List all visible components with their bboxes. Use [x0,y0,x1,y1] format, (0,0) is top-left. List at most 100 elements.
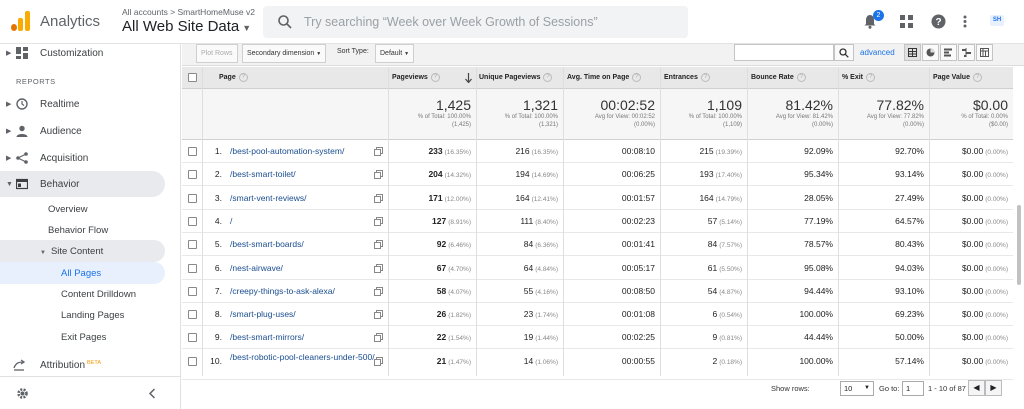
gear-icon[interactable] [16,387,29,400]
header-unique-pageviews[interactable]: Unique Pageviews? [479,67,553,89]
header-pageviews[interactable]: Pageviews? [392,67,440,89]
sidebar-item-landing-pages[interactable]: Landing Pages [61,310,125,321]
table-view-button[interactable] [904,44,921,61]
header-bounce-rate[interactable]: Bounce Rate? [751,67,806,89]
table-filter-input[interactable] [734,44,834,61]
page-link[interactable]: /nest-airwave/ [230,262,283,273]
sidebar-item-all-pages[interactable]: All Pages [61,268,102,279]
page-link[interactable]: /best-smart-toilet/ [230,169,296,180]
performance-view-button[interactable] [940,44,957,61]
row-checkbox[interactable] [188,310,197,320]
account-avatar[interactable]: SH [990,15,1004,26]
open-page-icon[interactable] [374,170,383,180]
analytics-logo-icon[interactable] [10,11,30,31]
bell-icon[interactable] [863,14,877,29]
open-page-icon[interactable] [374,286,383,296]
column-divider [838,67,839,376]
sidebar-item-overview[interactable]: Overview [48,204,88,215]
acquisition-icon [16,152,28,164]
row-checkbox[interactable] [188,170,197,180]
sidebar-item-site-content[interactable]: ▼ Site Content [40,246,104,257]
open-page-icon[interactable] [374,356,383,366]
help-icon[interactable]: ? [931,14,946,29]
page-link[interactable]: /best-pool-automation-system/ [230,146,345,156]
sidebar-item-behavior-flow[interactable]: Behavior Flow [48,225,109,236]
previous-page-button[interactable]: ◀ [968,380,985,396]
comparison-view-button[interactable] [958,44,975,61]
row-checkbox[interactable] [188,147,197,156]
cell-exit: 50.00% [895,332,924,343]
sort-type-dropdown[interactable]: Default ▼ [375,44,415,63]
cell-unique-pageviews: 19 (1.44%) [523,332,558,343]
chevron-right-icon: ▶ [6,50,12,57]
all-pages-highlight [0,262,165,284]
open-page-icon[interactable] [374,147,383,156]
help-icon[interactable]: ? [238,72,248,82]
open-page-icon[interactable] [374,193,383,203]
header-page-value[interactable]: Page Value? [933,67,982,89]
search-placeholder: Try searching “Week over Week Growth of … [304,15,598,29]
sidebar-item-exit-pages[interactable]: Exit Pages [61,332,107,343]
help-icon[interactable]: ? [632,72,642,82]
more-vert-icon[interactable] [963,15,967,28]
sidebar-item-content-drilldown[interactable]: Content Drilldown [61,289,136,300]
page-link[interactable]: /smart-plug-uses/ [230,309,296,320]
cell-unique-pageviews: 64 (4.84%) [523,262,558,273]
page-scrollbar[interactable] [1017,205,1021,285]
next-page-button[interactable]: ▶ [985,380,1002,396]
secondary-dimension-dropdown[interactable]: Secondary dimension ▼ [242,44,327,63]
page-range: 1 - 10 of 87 [928,384,966,393]
apps-grid-icon[interactable] [900,15,913,28]
cell-exit: 94.03% [895,262,924,273]
pivot-view-button[interactable] [976,44,993,61]
help-icon[interactable]: ? [796,72,806,82]
plot-rows-button[interactable]: Plot Rows [196,44,238,63]
help-icon[interactable]: ? [866,72,876,82]
header-exit[interactable]: % Exit? [842,67,876,89]
select-all-checkbox[interactable] [188,73,197,82]
pie-view-button[interactable] [922,44,939,61]
goto-page-input[interactable]: 1 [902,381,924,396]
breadcrumb[interactable]: All accounts > SmartHomeMuse v2 [122,7,255,17]
search-box[interactable]: Try searching “Week over Week Growth of … [263,6,688,38]
view-selector[interactable]: All Web Site Data ▼ [122,18,251,35]
cell-exit: 64.57% [895,215,924,226]
header-page[interactable]: Page? [219,67,248,89]
collapse-chevron-icon[interactable] [148,388,156,399]
row-checkbox[interactable] [188,333,197,343]
open-page-icon[interactable] [374,310,383,320]
advanced-filter-link[interactable]: advanced [860,48,895,57]
help-icon[interactable]: ? [700,72,710,82]
sort-descending-icon[interactable] [465,73,472,83]
page-link[interactable]: /smart-vent-reviews/ [230,192,307,203]
row-rank: 8. [214,309,222,320]
help-icon[interactable]: ? [543,72,553,82]
row-checkbox[interactable] [188,286,197,296]
cell-page-value: $0.00 (0.00%) [961,239,1008,250]
help-icon[interactable]: ? [972,72,982,82]
row-checkbox[interactable] [188,263,197,273]
show-rows-select[interactable]: 10 ▼ [840,381,874,396]
page-link[interactable]: /best-robotic-pool-cleaners-under-500/ [230,351,375,362]
table-filter-search-button[interactable] [834,44,854,61]
page-link[interactable]: / [230,215,233,226]
row-checkbox[interactable] [188,356,197,366]
open-page-icon[interactable] [374,240,383,250]
header-entrances[interactable]: Entrances? [664,67,710,89]
cell-entrances: 6 (0.54%) [712,309,743,320]
open-page-icon[interactable] [374,263,383,273]
total-unique-pageviews: 1,321 % of Total: 100.00% (1,321) [504,97,558,128]
open-page-icon[interactable] [374,333,383,343]
row-checkbox[interactable] [188,240,197,250]
header-avg-time[interactable]: Avg. Time on Page? [567,67,642,89]
page-link[interactable]: /best-smart-boards/ [230,239,304,250]
cell-page-value: $0.00 (0.00%) [961,309,1008,320]
table-view-icon [908,48,917,57]
page-link[interactable]: /creepy-things-to-ask-alexa/ [230,285,335,296]
page-link[interactable]: /best-smart-mirrors/ [230,332,305,343]
help-icon[interactable]: ? [430,72,440,82]
open-page-icon[interactable] [374,216,383,226]
row-rank: 2. [214,169,222,180]
row-checkbox[interactable] [188,216,197,226]
row-checkbox[interactable] [188,193,197,203]
